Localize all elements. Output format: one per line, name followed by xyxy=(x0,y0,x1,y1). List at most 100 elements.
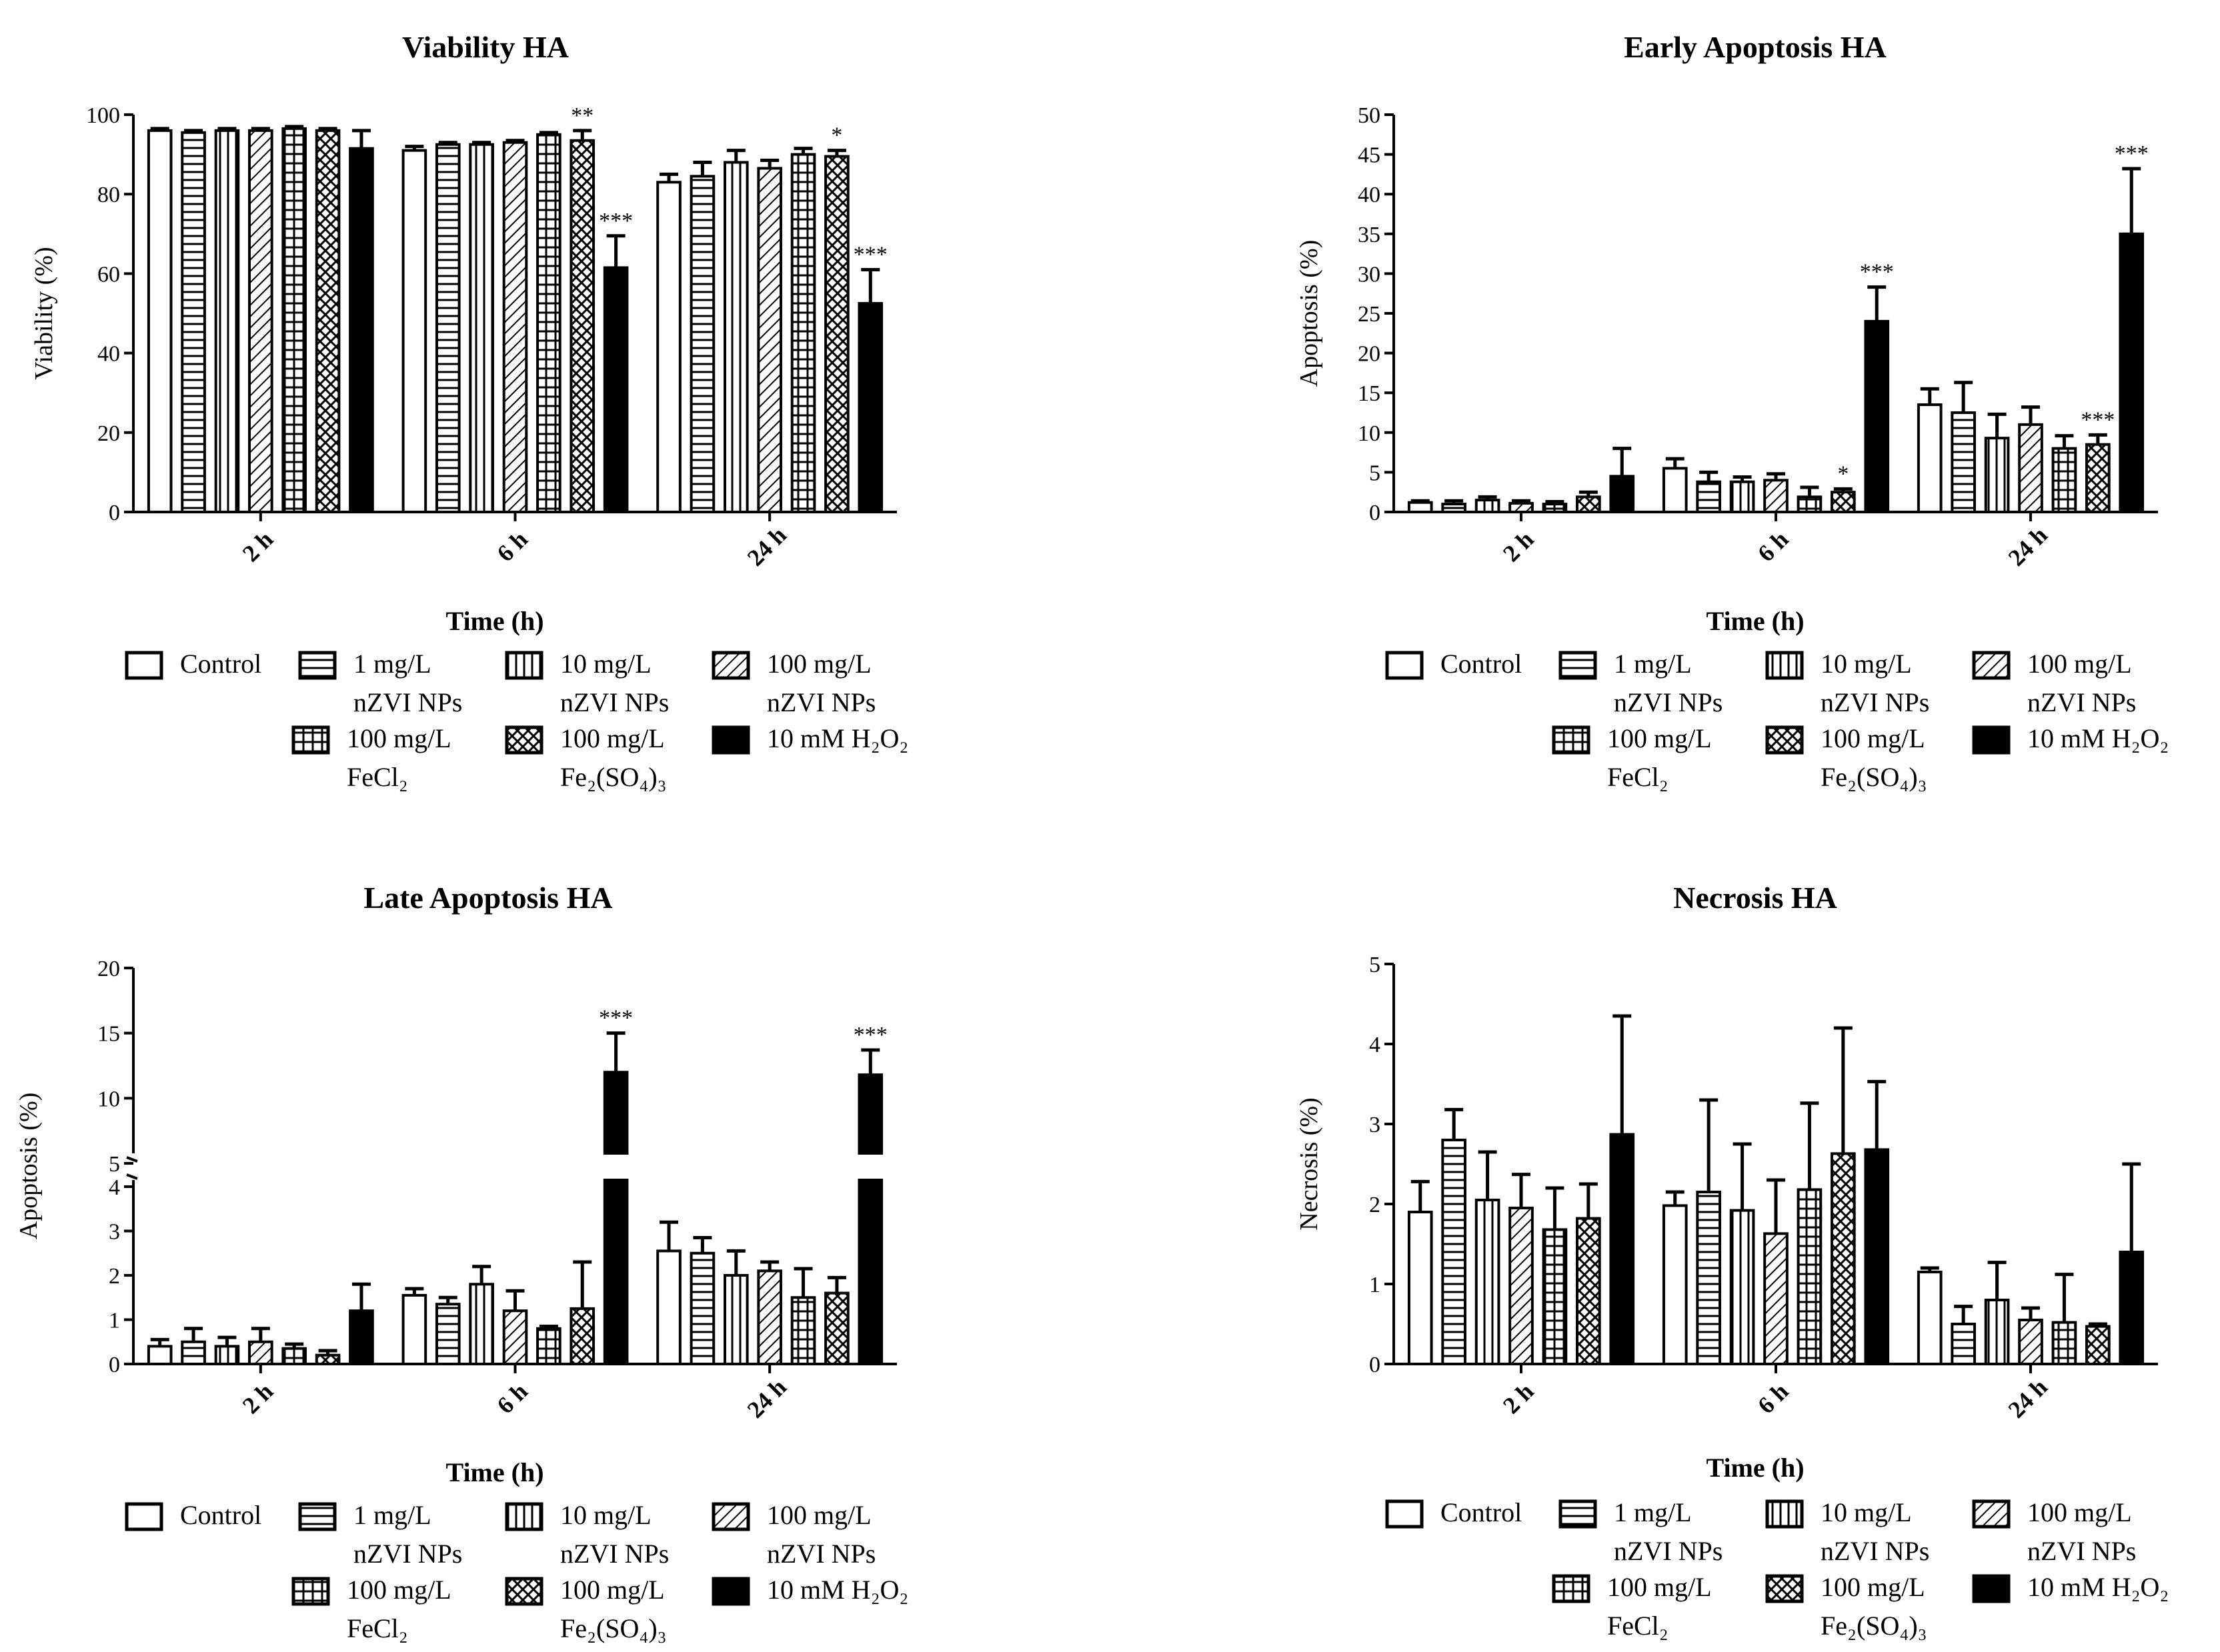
bar xyxy=(435,143,461,513)
y-tick-label: 45 xyxy=(1358,143,1380,168)
error-bar xyxy=(1733,475,1752,482)
y-tick-label: 20 xyxy=(97,421,120,446)
legend-swatch xyxy=(1765,651,1804,680)
legend-label: nZVI NPs xyxy=(353,1539,462,1569)
significance-label: *** xyxy=(854,242,888,267)
error-bar xyxy=(1444,1107,1464,1140)
bar xyxy=(1763,1232,1789,1366)
error-bar xyxy=(1867,285,1887,321)
bar xyxy=(690,175,716,513)
bar xyxy=(1662,1204,1688,1366)
y-axis-label: Apoptosis (%) xyxy=(1295,240,1323,387)
legend-label: nZVI NPs xyxy=(767,687,876,717)
bar xyxy=(1917,403,1943,514)
error-bar xyxy=(1987,1261,2007,1300)
y-tick-label: 0 xyxy=(1369,1353,1380,1377)
legend-swatch xyxy=(1552,725,1590,755)
bar xyxy=(2051,447,2077,514)
error-bar xyxy=(1478,1150,1497,1200)
y-tick-label: 5 xyxy=(1369,953,1380,977)
panel-late-apoptosis: Late Apoptosis HA 0 1 2 3 45 10 15 20 2 h 6 h 24 h *… xyxy=(15,881,908,1643)
y-tick-label: 80 xyxy=(97,183,120,207)
bar xyxy=(656,181,682,513)
error-bar xyxy=(726,1249,746,1275)
legend-item-nzvi1: 1 mg/L nZVI NPs xyxy=(298,649,462,717)
bar xyxy=(1951,1323,1976,1365)
significance-label: *** xyxy=(1860,260,1894,285)
legend-label: Control xyxy=(180,649,261,679)
error-bar xyxy=(505,139,525,143)
legend-label: FeCl₂ xyxy=(1607,762,1669,792)
y-tick-label: 5 xyxy=(1369,461,1380,485)
axis-break-mark xyxy=(126,1173,138,1180)
legend-label: 100 mg/L xyxy=(767,649,872,679)
bar xyxy=(757,167,782,513)
error-bar xyxy=(1410,499,1430,503)
axis-break-mark xyxy=(126,1156,138,1163)
y-tick-label: 40 xyxy=(1358,183,1380,207)
legend-label: nZVI NPs xyxy=(2027,687,2136,717)
x-tick-label: 6 h xyxy=(491,526,533,567)
significance-label: *** xyxy=(2115,141,2149,166)
legend-label: 10 mg/L xyxy=(560,649,652,679)
error-bar xyxy=(1444,499,1464,505)
error-bar xyxy=(1767,472,1785,481)
legend-label: 100 mg/L xyxy=(1821,1572,1925,1602)
bar xyxy=(401,1293,427,1366)
legend-label: nZVI NPs xyxy=(560,687,669,717)
bar xyxy=(401,149,427,513)
bar xyxy=(2018,423,2043,513)
legend-swatch xyxy=(712,1577,750,1606)
legend-swatch xyxy=(298,1502,337,1531)
legend-label: Fe₂(SO₄)₃ xyxy=(1821,1611,1927,1641)
legend-item-fe2so4: 100 mg/L Fe₂(SO₄)₃ xyxy=(505,1575,667,1643)
x-tick-label: 2 h xyxy=(237,526,279,567)
bar xyxy=(536,1327,562,1366)
bar xyxy=(723,161,749,513)
y-tick-label: 50 xyxy=(1358,103,1380,128)
legend-label: nZVI NPs xyxy=(1614,1536,1723,1566)
bar xyxy=(349,147,374,514)
bar xyxy=(1831,491,1856,514)
bar xyxy=(824,155,850,513)
legend-item-nzvi10: 10 mg/L nZVI NPs xyxy=(1765,649,1929,717)
legend-swatch xyxy=(1385,1499,1424,1529)
error-bar xyxy=(472,141,491,145)
legend-item-control: Control xyxy=(1385,649,1522,680)
x-tick-label: 24 h xyxy=(742,521,792,571)
bar xyxy=(181,131,206,513)
legend-label: 10 mg/L xyxy=(560,1500,652,1530)
legend-label: 10 mM H₂O₂ xyxy=(2027,723,2169,753)
error-bar xyxy=(1512,499,1530,503)
bar xyxy=(1662,467,1688,513)
bar xyxy=(1542,1228,1568,1366)
x-tick-label: 6 h xyxy=(1753,526,1794,567)
legend-label: Control xyxy=(180,1500,261,1530)
legend-swatch xyxy=(1765,1499,1804,1529)
y-tick-label: 4 xyxy=(1369,1033,1380,1057)
panel-necrosis: Necrosis HA 0 1 2 3 4 5 2 h 6 h 24 h Time (h) Necro… xyxy=(1295,881,2169,1641)
error-bar xyxy=(150,1337,169,1347)
legend-item-nzvi10: 10 mg/L nZVI NPs xyxy=(1765,1497,1929,1566)
bar xyxy=(2119,232,2145,513)
significance-label: ** xyxy=(571,103,594,128)
legend-label: Fe₂(SO₄)₃ xyxy=(1821,762,1927,792)
bar xyxy=(315,1353,341,1365)
legend-swatch xyxy=(1385,651,1424,680)
error-bar xyxy=(861,267,880,304)
error-bar xyxy=(1920,1266,1939,1272)
bar xyxy=(1508,501,1534,513)
legend-label: nZVI NPs xyxy=(353,687,462,717)
error-bar xyxy=(505,1289,525,1311)
significance-label: *** xyxy=(854,1023,888,1047)
significance-label: *** xyxy=(2081,407,2115,432)
x-axis-label: Time (h) xyxy=(445,606,543,636)
y-tick-label: 15 xyxy=(1358,381,1380,406)
bar xyxy=(469,143,494,513)
error-bar xyxy=(1578,1182,1598,1219)
error-bar xyxy=(285,125,304,129)
error-bar xyxy=(150,127,169,131)
error-bar xyxy=(794,147,813,155)
x-tick-label: 24 h xyxy=(2003,1373,2053,1423)
